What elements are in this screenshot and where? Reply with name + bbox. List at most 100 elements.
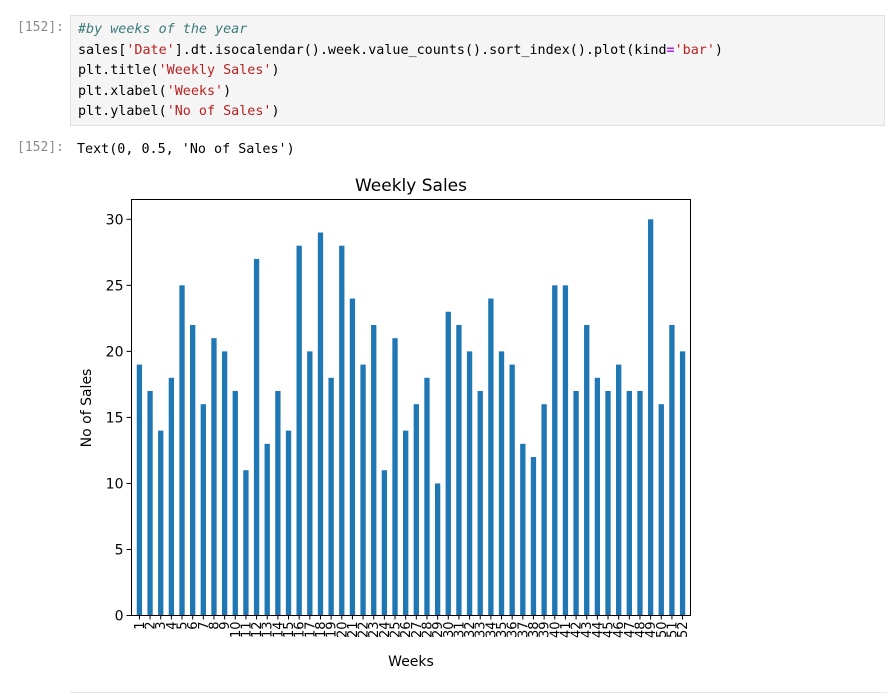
x-tick-label: 7 xyxy=(197,622,212,630)
x-tick-label: 15 xyxy=(282,622,297,639)
bar-week-45 xyxy=(605,390,611,616)
bar-week-18 xyxy=(317,232,324,616)
y-tick-label: 25 xyxy=(106,278,124,294)
x-tick-label: 18 xyxy=(314,622,329,639)
chart-title: Weekly Sales xyxy=(355,176,467,196)
x-tick-label: 26 xyxy=(399,622,414,639)
x-tick-label: 33 xyxy=(474,622,489,639)
code-line: #by weeks of the year xyxy=(78,20,247,40)
x-tick-label: 50 xyxy=(655,622,670,639)
bar-week-32 xyxy=(466,351,473,616)
bar-week-26 xyxy=(403,430,409,616)
bar-week-49 xyxy=(647,219,654,616)
bar-week-9 xyxy=(221,351,228,616)
bar-week-22 xyxy=(360,364,366,616)
bar-week-36 xyxy=(509,364,515,616)
code-token: 'No of Sales' xyxy=(166,104,272,119)
x-tick-label: 47 xyxy=(623,622,638,639)
x-tick-label: 25 xyxy=(389,622,404,639)
code-token: ) xyxy=(271,63,280,78)
x-tick-label: 27 xyxy=(410,622,425,639)
cell-divider xyxy=(70,692,887,693)
x-tick-label: 20 xyxy=(335,622,350,639)
bar-week-27 xyxy=(413,404,419,616)
x-tick-label: 31 xyxy=(452,622,467,639)
x-tick-label: 45 xyxy=(602,622,617,639)
bar-week-1 xyxy=(136,364,143,616)
bars-group xyxy=(136,219,686,616)
bar-week-6 xyxy=(190,324,196,616)
y-tick-label: 20 xyxy=(106,344,124,360)
bar-week-16 xyxy=(296,245,302,616)
input-prompt: [152]: xyxy=(17,20,64,35)
x-tick-label: 49 xyxy=(644,622,659,639)
x-tick-label: 24 xyxy=(378,622,393,639)
bar-week-13 xyxy=(264,443,270,616)
bar-week-47 xyxy=(626,390,632,616)
x-tick-label: 32 xyxy=(463,622,478,639)
x-tick-label: 16 xyxy=(293,622,308,639)
code-token: ) xyxy=(271,104,280,119)
bar-week-21 xyxy=(349,298,356,616)
output-prompt: [152]: xyxy=(17,140,64,155)
bar-week-35 xyxy=(498,351,505,616)
bar-week-30 xyxy=(445,311,451,616)
code-token: 'Date' xyxy=(126,42,175,58)
bar-week-52 xyxy=(679,351,686,616)
bar-week-25 xyxy=(392,338,398,616)
bar-week-24 xyxy=(381,470,388,616)
x-tick-label: 5 xyxy=(176,622,191,630)
code-line: sales['Date'].dt.isocalendar().week.valu… xyxy=(78,41,723,61)
x-tick-label: 44 xyxy=(591,622,606,639)
bar-week-4 xyxy=(168,377,175,616)
bar-week-5 xyxy=(179,285,185,616)
code-token: ) xyxy=(223,83,232,99)
code-line: plt.title('Weekly Sales') xyxy=(78,61,280,81)
code-token: plt.ylabel( xyxy=(78,104,167,119)
x-tick-label: 35 xyxy=(495,622,510,639)
bar-week-44 xyxy=(594,377,601,616)
bar-week-37 xyxy=(520,443,526,616)
output-text: Text(0, 0.5, 'No of Sales') xyxy=(77,142,295,157)
bar-week-46 xyxy=(616,364,622,616)
bar-week-20 xyxy=(339,245,345,616)
bar-week-42 xyxy=(573,390,579,616)
code-token: #by weeks of the year xyxy=(78,22,248,37)
bar-week-23 xyxy=(371,324,377,616)
bar-week-34 xyxy=(488,298,494,616)
x-tick-label: 52 xyxy=(676,622,691,639)
x-axis-label: Weeks xyxy=(388,654,434,670)
x-tick-label: 1 xyxy=(133,622,148,630)
x-tick-label: 10 xyxy=(229,622,244,639)
plot-frame xyxy=(131,199,691,616)
code-token: = xyxy=(666,42,675,58)
x-tick-label: 21 xyxy=(346,622,361,639)
x-tick-label: 46 xyxy=(612,622,627,639)
y-tick-label: 30 xyxy=(106,212,124,228)
bar-week-12 xyxy=(253,258,260,616)
bar-week-40 xyxy=(552,285,558,616)
bar-week-3 xyxy=(158,430,164,616)
x-tick-label: 11 xyxy=(239,622,254,639)
x-axis: 1234567891011121314151617181920212223242… xyxy=(133,615,691,639)
y-tick-label: 15 xyxy=(106,410,124,426)
bar-week-31 xyxy=(456,324,462,616)
bar-week-15 xyxy=(285,430,292,616)
x-tick-label: 13 xyxy=(261,622,276,639)
x-tick-label: 38 xyxy=(527,622,542,639)
x-tick-label: 23 xyxy=(367,622,382,639)
x-tick-label: 17 xyxy=(303,622,318,639)
code-cell[interactable]: #by weeks of the year sales['Date'].dt.is… xyxy=(70,15,885,126)
y-axis-label: No of Sales xyxy=(79,369,95,448)
y-tick-label: 0 xyxy=(115,609,124,625)
x-tick-label: 2 xyxy=(144,622,159,630)
x-tick-label: 51 xyxy=(665,622,680,639)
y-tick-label: 5 xyxy=(115,542,124,558)
x-tick-label: 12 xyxy=(250,622,265,639)
x-tick-label: 22 xyxy=(357,622,372,639)
x-tick-label: 6 xyxy=(186,622,201,630)
x-tick-label: 41 xyxy=(559,622,574,639)
bar-week-2 xyxy=(147,390,153,616)
bar-week-50 xyxy=(658,404,664,616)
